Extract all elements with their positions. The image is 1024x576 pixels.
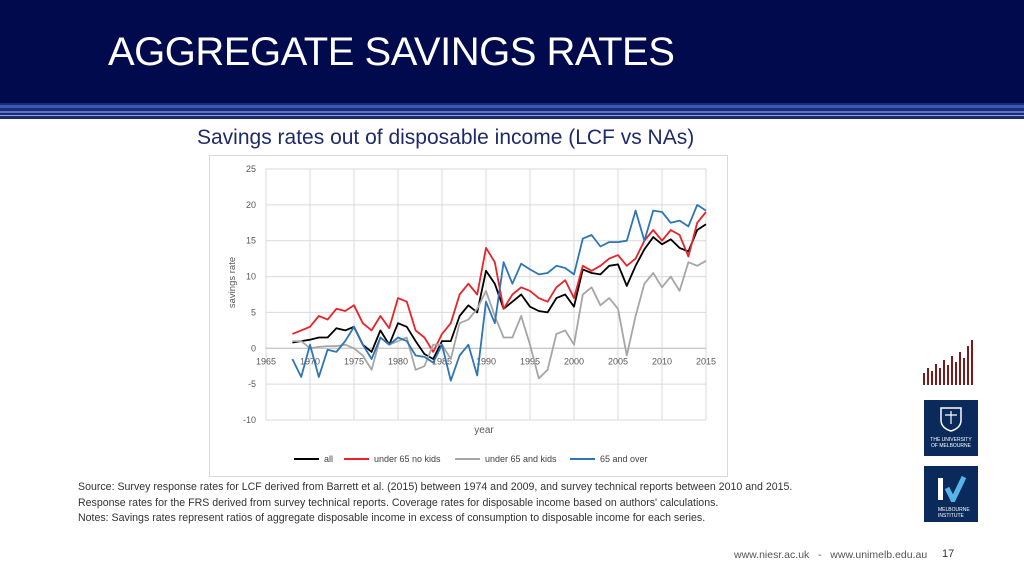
series-line-under-65-no-kids: [292, 211, 707, 353]
legend-label: under 65 and kids: [485, 454, 557, 464]
x-tick-label: 1980: [388, 356, 408, 366]
crest-icon: [940, 407, 962, 432]
footer-links[interactable]: www.niesr.ac.uk - www.unimelb.edu.au: [734, 549, 928, 561]
chart-frame: 25 20 15 10 5 0 -5 -10 1965 1970 1975 1980 1985 1990 1…: [209, 155, 728, 477]
melbourne-university-logo: THE UNIVERSITY OF MELBOURNE: [924, 400, 978, 456]
x-tick-label: 1975: [344, 356, 364, 366]
y-tick-label: 0: [251, 343, 256, 353]
x-tick-label: 1965: [256, 356, 276, 366]
y-tick-label: 10: [246, 272, 256, 282]
header-bar: AGGREGATE SAVINGS RATES: [0, 0, 1024, 103]
x-tick-label: 2015: [696, 356, 716, 366]
source-line-3: Notes: Savings rates represent ratios of…: [78, 512, 706, 524]
y-tick-label: 15: [246, 236, 256, 246]
y-axis-title: savings rate: [227, 257, 238, 308]
source-line-2: Response rates for the FRS derived from …: [78, 496, 719, 509]
institute-mark-icon: [938, 475, 967, 502]
slide-title: AGGREGATE SAVINGS RATES: [108, 30, 675, 74]
x-tick-label: 2005: [608, 356, 628, 366]
y-tick-label: -10: [243, 415, 256, 425]
y-tick-label: 25: [246, 164, 256, 174]
legend-label: under 65 no kids: [374, 454, 441, 464]
legend-label: 65 and over: [600, 454, 648, 464]
page-number: 17: [942, 548, 955, 560]
chart-subtitle: Savings rates out of disposable income (…: [197, 126, 695, 149]
x-tick-label: 1985: [432, 356, 452, 366]
x-tick-label: 2010: [652, 356, 672, 366]
source-line-1: Source: Survey response rates for LCF de…: [78, 481, 793, 493]
x-tick-label: 1970: [300, 356, 320, 366]
institute-logo-text: MELBOURNE INSTITUTE: [938, 507, 970, 519]
melbourne-logo-text: THE UNIVERSITY OF MELBOURNE: [930, 437, 972, 449]
x-tick-label: 1995: [520, 356, 540, 366]
x-axis-title: year: [474, 425, 494, 436]
melbourne-institute-logo: MELBOURNE INSTITUTE: [924, 466, 978, 522]
y-tick-label: 20: [246, 200, 256, 210]
series-line-65-and-over: [291, 204, 707, 382]
x-tick-label: 1990: [476, 356, 496, 366]
series-line-under-65-and-kids: [292, 260, 707, 380]
y-tick-label: -5: [248, 379, 256, 389]
source-notes: Source: Survey response rates for LCF de…: [78, 480, 792, 527]
x-tick-label: 2000: [564, 356, 584, 366]
legend-label: all: [324, 454, 333, 464]
y-tick-label: 5: [251, 307, 256, 317]
niesr-logo: [923, 340, 973, 385]
header-stripe: [0, 103, 1024, 119]
